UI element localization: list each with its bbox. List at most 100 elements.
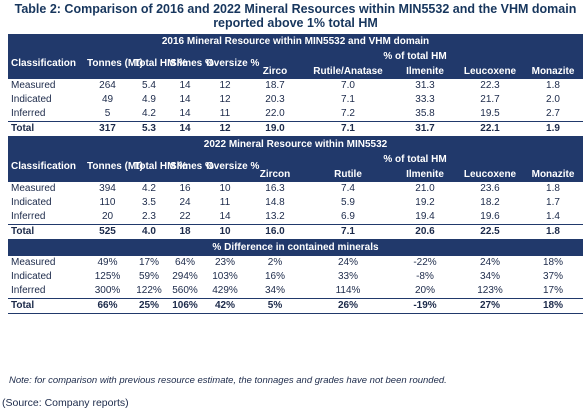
table-cell: 14.8 xyxy=(247,196,303,210)
table-row: Measured 264 5.4 14 12 18.7 7.0 31.3 22.3 1.8 xyxy=(8,78,584,93)
column-header: Slimes % xyxy=(167,49,214,79)
table-cell: 23% xyxy=(203,255,247,270)
table-cell: 25% xyxy=(131,298,167,314)
column-header: Tonnes (Mt) xyxy=(84,152,143,182)
table-cell: 1.8 xyxy=(523,224,584,240)
table-cell: 12 xyxy=(203,121,247,137)
table-cell: 1.4 xyxy=(523,210,584,225)
table-cell: 22 xyxy=(167,210,203,225)
column-header: Rutile xyxy=(303,166,393,182)
table-cell: 7.1 xyxy=(303,224,393,240)
row-label: Inferred xyxy=(8,210,84,225)
table-cell: 24 xyxy=(167,196,203,210)
table-row: Measured 394 4.2 16 10 16.3 7.4 21.0 23.6 1.8 xyxy=(8,181,584,196)
difference-band-title: % Difference in contained minerals xyxy=(8,239,584,256)
column-group-header: % of total HM xyxy=(247,152,584,166)
resource-comparison-table: 2016 Mineral Resource within MIN5532 and… xyxy=(8,34,584,314)
section-2016-band: 2016 Mineral Resource within MIN5532 and… xyxy=(8,34,584,49)
table-cell: 12 xyxy=(203,78,247,93)
table-cell: 34% xyxy=(457,270,523,284)
table-cell: 20.6 xyxy=(393,224,457,240)
table-cell: 35.8 xyxy=(393,107,457,122)
table-cell: 23.6 xyxy=(457,181,523,196)
row-label: Total xyxy=(8,298,84,314)
table-cell: 22.0 xyxy=(247,107,303,122)
section-2016-band-title: 2016 Mineral Resource within MIN5532 and… xyxy=(8,34,584,49)
table-cell: 21.7 xyxy=(457,93,523,107)
table-cell: 4.9 xyxy=(131,93,167,107)
column-header-row: Classification Tonnes (Mt) Total HM % Slime… xyxy=(8,49,584,79)
column-header: Leucoxene xyxy=(457,63,523,79)
table-cell: 20 xyxy=(84,210,131,225)
table-cell: 24% xyxy=(303,255,393,270)
table-cell: 7.1 xyxy=(303,121,393,137)
table-cell: 1.8 xyxy=(523,78,584,93)
table-cell: 2.3 xyxy=(131,210,167,225)
column-header-row: Zirco Rutile/Anatase Ilmenite Leucoxene Mona… xyxy=(8,63,584,79)
footnote: Note: for comparison with previous resou… xyxy=(9,375,447,386)
table-cell: 49 xyxy=(84,93,131,107)
table-cell: 22.5 xyxy=(457,224,523,240)
difference-band: % Difference in contained minerals xyxy=(8,239,584,256)
table-cell: 2% xyxy=(247,255,303,270)
table-cell: 525 xyxy=(84,224,131,240)
column-header: Oversize % xyxy=(203,49,259,79)
total-row: Total 66% 25% 106% 42% 5% 26% -19% 27% 18% xyxy=(8,298,584,314)
table-row: Inferred 5 4.2 14 11 22.0 7.2 35.8 19.5 2.7 xyxy=(8,107,584,122)
column-header: Tonnes (Mt) xyxy=(84,49,143,79)
row-label: Measured xyxy=(8,255,84,270)
table-cell: 2.0 xyxy=(523,93,584,107)
table-cell: 13.2 xyxy=(247,210,303,225)
table-cell: 122% xyxy=(131,284,167,299)
table-cell: 42% xyxy=(203,298,247,314)
column-header: Classification xyxy=(8,49,84,79)
table-cell: 16% xyxy=(247,270,303,284)
table-cell: 11 xyxy=(203,107,247,122)
table-cell: 33% xyxy=(303,270,393,284)
column-group-header: % of total HM xyxy=(247,49,584,63)
table-cell: 20% xyxy=(393,284,457,299)
table-cell: 7.0 xyxy=(303,78,393,93)
table-title: Table 2: Comparison of 2016 and 2022 Min… xyxy=(8,2,583,30)
table-cell: 6.9 xyxy=(303,210,393,225)
table-cell: 2.7 xyxy=(523,107,584,122)
row-label: Indicated xyxy=(8,196,84,210)
table-cell: 31.3 xyxy=(393,78,457,93)
table-cell: 17% xyxy=(131,255,167,270)
table-cell: 103% xyxy=(203,270,247,284)
table-cell: 19.5 xyxy=(457,107,523,122)
table-cell: 5.3 xyxy=(131,121,167,137)
column-header: Rutile/Anatase xyxy=(303,63,393,79)
column-header: Classification xyxy=(8,152,84,182)
table-cell: 317 xyxy=(84,121,131,137)
table-cell: 14 xyxy=(167,121,203,137)
table-cell: 300% xyxy=(84,284,131,299)
column-header: Total HM % xyxy=(131,152,187,182)
table-cell: 16.0 xyxy=(247,224,303,240)
table-cell: -19% xyxy=(393,298,457,314)
table-cell: 22.1 xyxy=(457,121,523,137)
table-cell: 16.3 xyxy=(247,181,303,196)
table-cell: 49% xyxy=(84,255,131,270)
column-header: Slimes % xyxy=(167,152,214,182)
title-line-1: Table 2: Comparison of 2016 and 2022 Min… xyxy=(14,2,577,16)
row-label: Measured xyxy=(8,181,84,196)
table-cell: 37% xyxy=(523,270,584,284)
row-label: Inferred xyxy=(8,284,84,299)
table-cell: 5.9 xyxy=(303,196,393,210)
table-cell: 33.3 xyxy=(393,93,457,107)
row-label: Total xyxy=(8,224,84,240)
table-cell: 1.8 xyxy=(523,181,584,196)
table-cell: 19.6 xyxy=(457,210,523,225)
table-body: 2016 Mineral Resource within MIN5532 and… xyxy=(8,34,584,314)
table-row: Inferred 300% 122% 560% 429% 34% 114% 20% 123% 17… xyxy=(8,284,584,299)
table-cell: 560% xyxy=(167,284,203,299)
table-cell: 17% xyxy=(523,284,584,299)
table-row: Indicated 125% 59% 294% 103% 16% 33% -8% 34% 37% xyxy=(8,270,584,284)
table-cell: 5 xyxy=(84,107,131,122)
table-cell: 3.5 xyxy=(131,196,167,210)
table-cell: 16 xyxy=(167,181,203,196)
table-cell: 31.7 xyxy=(393,121,457,137)
column-header: Monazite xyxy=(523,63,584,79)
column-header: Ilmenite xyxy=(393,166,457,182)
